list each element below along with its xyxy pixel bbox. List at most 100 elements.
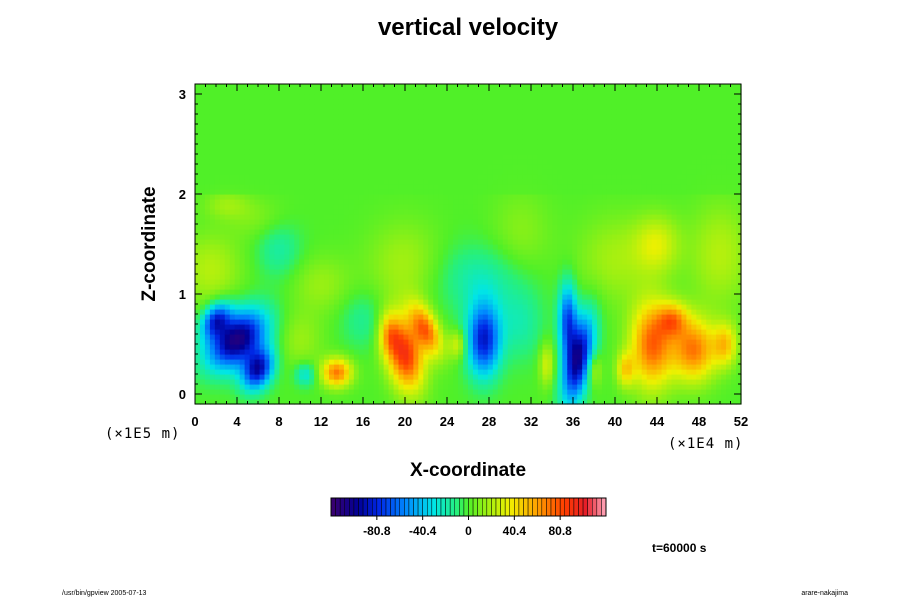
heat-cell (393, 194, 400, 200)
heat-cell (199, 354, 206, 360)
heat-cell (373, 134, 380, 140)
heat-cell (403, 129, 410, 135)
heat-cell (532, 274, 539, 280)
heat-cell (492, 309, 499, 315)
heat-cell (314, 194, 320, 200)
heat-cell (388, 274, 395, 280)
heat-cell (284, 109, 290, 115)
heat-cell (542, 144, 549, 150)
heat-cell (408, 214, 414, 220)
heat-cell (433, 164, 439, 170)
heat-cell (557, 259, 563, 265)
heat-cell (388, 319, 395, 325)
heat-cell (234, 274, 241, 280)
heat-cell (343, 259, 350, 265)
heat-cell (502, 169, 509, 175)
heat-cell (284, 194, 290, 200)
heat-cell (244, 349, 251, 355)
heat-cell (443, 374, 449, 380)
heat-cell (358, 329, 365, 335)
heat-cell (403, 319, 410, 325)
heat-cell (309, 314, 315, 320)
heat-cell (343, 179, 350, 185)
heat-cell (249, 319, 256, 325)
heat-cell (353, 199, 360, 205)
heat-cell (453, 204, 459, 210)
heat-cell (368, 314, 375, 320)
heat-cell (214, 394, 221, 400)
heat-cell (537, 339, 544, 345)
heat-cell (418, 279, 424, 285)
heat-cell (512, 269, 519, 275)
heat-cell (552, 209, 558, 215)
heat-cell (557, 114, 563, 120)
heat-cell (547, 354, 553, 360)
heat-cell (463, 259, 469, 265)
heat-cell (398, 344, 405, 350)
heat-cell (373, 269, 380, 275)
heat-cell (348, 364, 355, 370)
heat-cell (249, 109, 256, 115)
heat-cell (403, 144, 410, 150)
heat-cell (408, 119, 414, 125)
heat-cell (363, 154, 370, 160)
heat-cell (368, 119, 375, 125)
heat-cell (279, 244, 285, 250)
heat-cell (329, 94, 335, 100)
heat-cell (577, 369, 583, 375)
heat-cell (353, 204, 360, 210)
heat-cell (294, 299, 300, 305)
heat-cell (299, 379, 305, 385)
heat-cell (363, 279, 370, 285)
heat-cell (468, 134, 474, 140)
heat-cell (314, 349, 320, 355)
heat-cell (532, 249, 539, 255)
heat-cell (214, 184, 221, 190)
heat-cell (408, 324, 414, 330)
heat-cell (353, 309, 360, 315)
heat-cell (324, 309, 330, 315)
heat-cell (403, 339, 410, 345)
heat-cell (388, 144, 395, 150)
heat-cell (224, 334, 231, 340)
heat-cell (239, 89, 246, 95)
heat-cell (264, 89, 271, 95)
heat-cell (418, 394, 424, 400)
heat-cell (373, 209, 380, 215)
heat-cell (572, 224, 578, 230)
heat-cell (254, 354, 261, 360)
heat-cell (314, 119, 320, 125)
heat-cell (264, 109, 271, 115)
heat-cell (438, 294, 444, 300)
heat-cell (547, 334, 553, 340)
heat-cell (209, 84, 216, 90)
heat-cell (537, 294, 544, 300)
heat-cell (443, 224, 449, 230)
heat-cell (279, 349, 285, 355)
heat-cell (259, 304, 266, 310)
heat-cell (204, 269, 211, 275)
heat-cell (314, 269, 320, 275)
heat-cell (219, 264, 226, 270)
heat-cell (408, 149, 414, 155)
heat-cell (348, 149, 355, 155)
heat-cell (458, 224, 464, 230)
heat-cell (363, 119, 370, 125)
heat-cell (254, 184, 261, 190)
heat-cell (552, 184, 558, 190)
heat-cell (552, 99, 558, 105)
heat-cell (577, 154, 583, 160)
heat-cell (289, 389, 295, 395)
heat-cell (448, 319, 454, 325)
heat-cell (229, 279, 236, 285)
heat-cell (219, 139, 226, 145)
heat-cell (547, 259, 553, 265)
heat-cell (373, 229, 380, 235)
heat-cell (527, 99, 534, 105)
heat-cell (319, 259, 325, 265)
heat-cell (522, 314, 529, 320)
heat-cell (557, 334, 563, 340)
heat-cell (348, 299, 355, 305)
heat-cell (319, 174, 325, 180)
heat-cell (557, 229, 563, 235)
